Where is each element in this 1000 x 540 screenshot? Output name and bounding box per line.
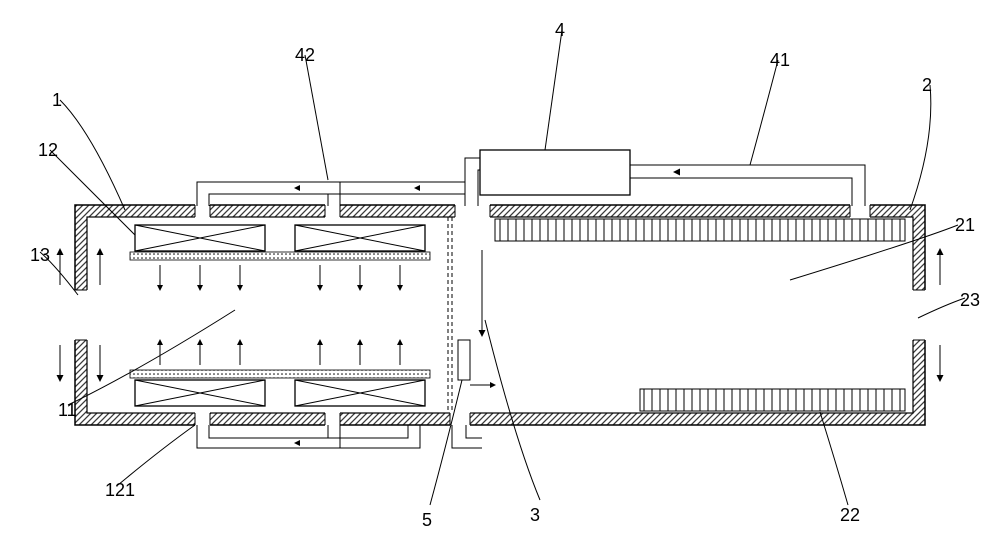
callout-label-23: 23	[960, 290, 980, 311]
callout-label-12: 12	[38, 140, 58, 161]
callout-label-121: 121	[105, 480, 135, 501]
diagram-canvas: 123451112132122234142121	[0, 0, 1000, 540]
callout-label-11: 11	[58, 400, 77, 421]
callout-label-22: 22	[840, 505, 860, 526]
callout-label-1: 1	[52, 90, 62, 111]
callout-label-21: 21	[955, 215, 975, 236]
callout-label-5: 5	[422, 510, 432, 531]
callout-label-13: 13	[30, 245, 50, 266]
callout-label-3: 3	[530, 505, 540, 526]
callout-label-2: 2	[922, 75, 932, 96]
diagram-svg	[0, 0, 1000, 540]
callout-label-4: 4	[555, 20, 565, 41]
callout-label-41: 41	[770, 50, 790, 71]
callout-label-42: 42	[295, 45, 315, 66]
